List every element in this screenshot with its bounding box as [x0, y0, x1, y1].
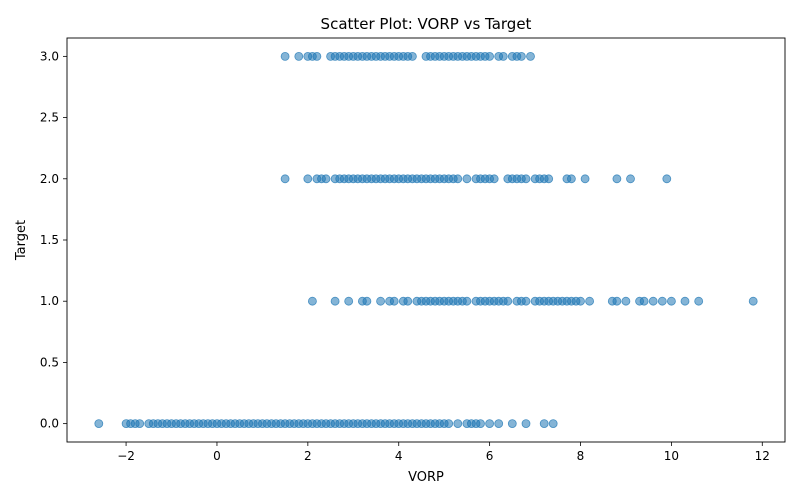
scatter-point [312, 52, 322, 61]
x-tick-label: −2 [117, 449, 135, 463]
scatter-point [521, 419, 531, 429]
scatter-point [280, 174, 290, 184]
scatter-point [494, 419, 504, 429]
y-tick-label: 0.5 [40, 355, 59, 369]
scatter-point [403, 296, 413, 306]
scatter-point [639, 296, 649, 306]
y-axis: 0.0 0.5 1.0 1.5 2.0 2.5 3.0 [40, 49, 67, 431]
scatter-point [307, 296, 317, 306]
scatter-point [648, 296, 658, 306]
scatter-point [548, 419, 558, 429]
scatter-point [453, 174, 463, 184]
x-tick-label: 8 [577, 449, 585, 463]
y-tick-label: 1.0 [40, 294, 59, 308]
scatter-point [94, 419, 104, 429]
scatter-point [612, 174, 622, 184]
x-tick-label: 12 [755, 449, 770, 463]
scatter-point [376, 296, 386, 306]
scatter-point [526, 52, 535, 61]
scatter-point [539, 419, 549, 429]
scatter-point [567, 174, 576, 184]
scatter-point [330, 296, 340, 306]
scatter-point [407, 52, 417, 61]
scatter-point [667, 296, 676, 306]
scatter-point [503, 296, 513, 306]
scatter-point [580, 174, 590, 184]
x-tick-label: 0 [213, 449, 221, 463]
y-tick-label: 1.5 [40, 233, 59, 247]
scatter-point [694, 296, 704, 306]
scatter-point [462, 296, 472, 306]
y-axis-label: Target [14, 220, 29, 261]
scatter-point [612, 296, 622, 306]
scatter-point [507, 419, 517, 429]
x-tick-label: 4 [395, 449, 403, 463]
scatter-point [344, 296, 354, 306]
scatter-point [303, 174, 313, 184]
x-tick-label: 2 [304, 449, 312, 463]
plot-area [94, 52, 758, 429]
scatter-point [517, 52, 526, 61]
y-tick-label: 0.0 [40, 417, 59, 431]
scatter-point [280, 52, 290, 61]
scatter-point [621, 296, 631, 306]
scatter-point [585, 296, 594, 306]
scatter-point [680, 296, 690, 306]
scatter-point [389, 296, 399, 306]
scatter-point [476, 419, 485, 429]
chart-title: Scatter Plot: VORP vs Target [321, 15, 532, 33]
axes-frame [66, 37, 786, 443]
scatter-point [576, 296, 585, 306]
scatter-point [135, 419, 145, 429]
x-tick-label: 6 [486, 449, 494, 463]
y-tick-label: 3.0 [40, 49, 59, 63]
scatter-point [485, 52, 495, 61]
scatter-point [489, 174, 499, 184]
y-tick-label: 2.0 [40, 172, 59, 186]
scatter-point [662, 174, 672, 184]
scatter-point [485, 419, 495, 429]
scatter-point [521, 174, 531, 184]
scatter-point [498, 52, 508, 61]
scatter-point [748, 296, 758, 306]
scatter-point [626, 174, 635, 184]
x-tick-label: 10 [664, 449, 679, 463]
scatter-point [544, 174, 554, 184]
scatter-point [444, 419, 454, 429]
scatter-point [294, 52, 304, 61]
scatter-point [521, 296, 531, 306]
scatter-point [462, 174, 472, 184]
scatter-point [453, 419, 463, 429]
x-axis: −2 0 2 4 6 8 10 12 [117, 442, 770, 463]
x-axis-label: VORP [408, 470, 444, 485]
scatter-point [657, 296, 667, 306]
scatter-point [321, 174, 331, 184]
scatter-point [362, 296, 372, 306]
y-tick-label: 2.5 [40, 111, 59, 125]
